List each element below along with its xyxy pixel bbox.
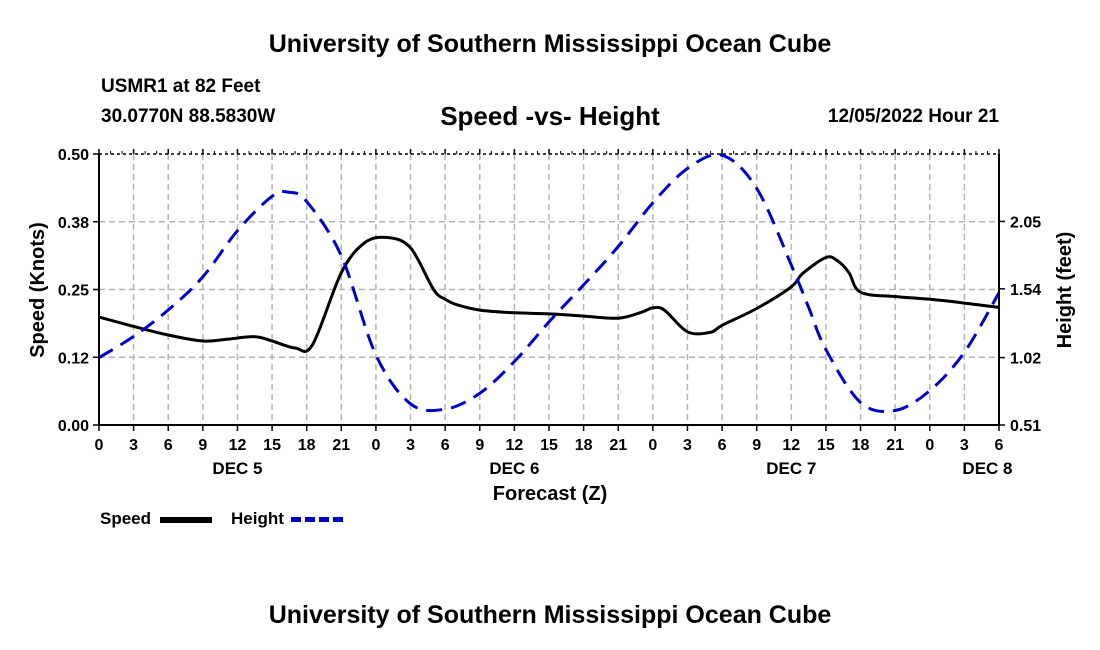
x-tick-label: 21 (332, 437, 350, 454)
x-tick-label: 6 (441, 437, 450, 454)
series-line-speed (98, 235, 1000, 353)
y-tick-label-left: 0.38 (58, 215, 89, 232)
station-label: USMR1 at 82 Feet (101, 76, 261, 97)
chart-axes: 0 3 6 9 12 15 18 21 0 3 6 9 12 15 18 21 0 3 6 9 12 15 18 21 0 3 6 D… (58, 147, 1041, 478)
y-tick-label-left: 0.50 (58, 147, 89, 164)
x-tick-label: 0 (648, 437, 657, 454)
day-label: DEC 5 (212, 459, 262, 478)
x-tick-label: 3 (406, 437, 415, 454)
legend-height-label: Height (231, 509, 284, 528)
x-tick-label: 12 (505, 437, 523, 454)
x-tick-label: 15 (540, 437, 558, 454)
x-tick-label: 3 (960, 437, 969, 454)
x-tick-label: 0 (95, 437, 104, 454)
x-tick-label: 18 (575, 437, 593, 454)
x-tick-label: 6 (164, 437, 173, 454)
legend-speed-label: Speed (100, 509, 152, 528)
y-tick-label-right: 1.54 (1010, 282, 1041, 299)
forecast-timestamp: 12/05/2022 Hour 21 (827, 106, 999, 127)
x-axis-title: Forecast (Z) (493, 483, 607, 505)
x-tick-label: 6 (995, 437, 1004, 454)
x-tick-label: 9 (198, 437, 207, 454)
x-tick-label: 12 (782, 437, 800, 454)
chart-grid (99, 154, 999, 425)
x-tick-label: 18 (298, 437, 316, 454)
y-axis-title-left: Speed (Knots) (27, 222, 49, 358)
x-tick-label: 3 (129, 437, 138, 454)
day-label: DEC 6 (489, 459, 539, 478)
y-tick-label-right: 1.02 (1010, 351, 1041, 368)
x-tick-label: 9 (475, 437, 484, 454)
footer-title: University of Southern Mississippi Ocean… (268, 601, 832, 629)
x-tick-label: 3 (683, 437, 692, 454)
y-axis-title-right: Height (feet) (1054, 232, 1076, 349)
x-tick-label: 0 (925, 437, 934, 454)
x-tick-label: 21 (886, 437, 904, 454)
y-tick-label-left: 0.00 (58, 418, 89, 435)
y-tick-label-right: 0.51 (1010, 418, 1041, 435)
chart-title: Speed -vs- Height (440, 101, 660, 131)
x-tick-label: 18 (852, 437, 870, 454)
y-tick-label-left: 0.25 (58, 283, 89, 300)
x-tick-label: 15 (817, 437, 835, 454)
chart-series (98, 153, 1001, 413)
day-label: DEC 7 (766, 459, 816, 478)
legend-height-swatch (291, 517, 343, 522)
x-tick-label: 21 (609, 437, 627, 454)
y-tick-label-right: 2.05 (1010, 214, 1041, 231)
legend-speed-swatch (160, 517, 212, 523)
day-label: DEC 8 (962, 459, 1012, 478)
series-line-height (98, 153, 1001, 413)
x-tick-label: 9 (752, 437, 761, 454)
x-tick-label: 15 (263, 437, 281, 454)
station-coordinates: 30.0770N 88.5830W (101, 106, 276, 127)
y-tick-label-left: 0.12 (58, 350, 89, 367)
x-tick-label: 12 (229, 437, 247, 454)
page-title: University of Southern Mississippi Ocean… (268, 30, 832, 58)
x-tick-label: 6 (718, 437, 727, 454)
x-tick-label: 0 (371, 437, 380, 454)
